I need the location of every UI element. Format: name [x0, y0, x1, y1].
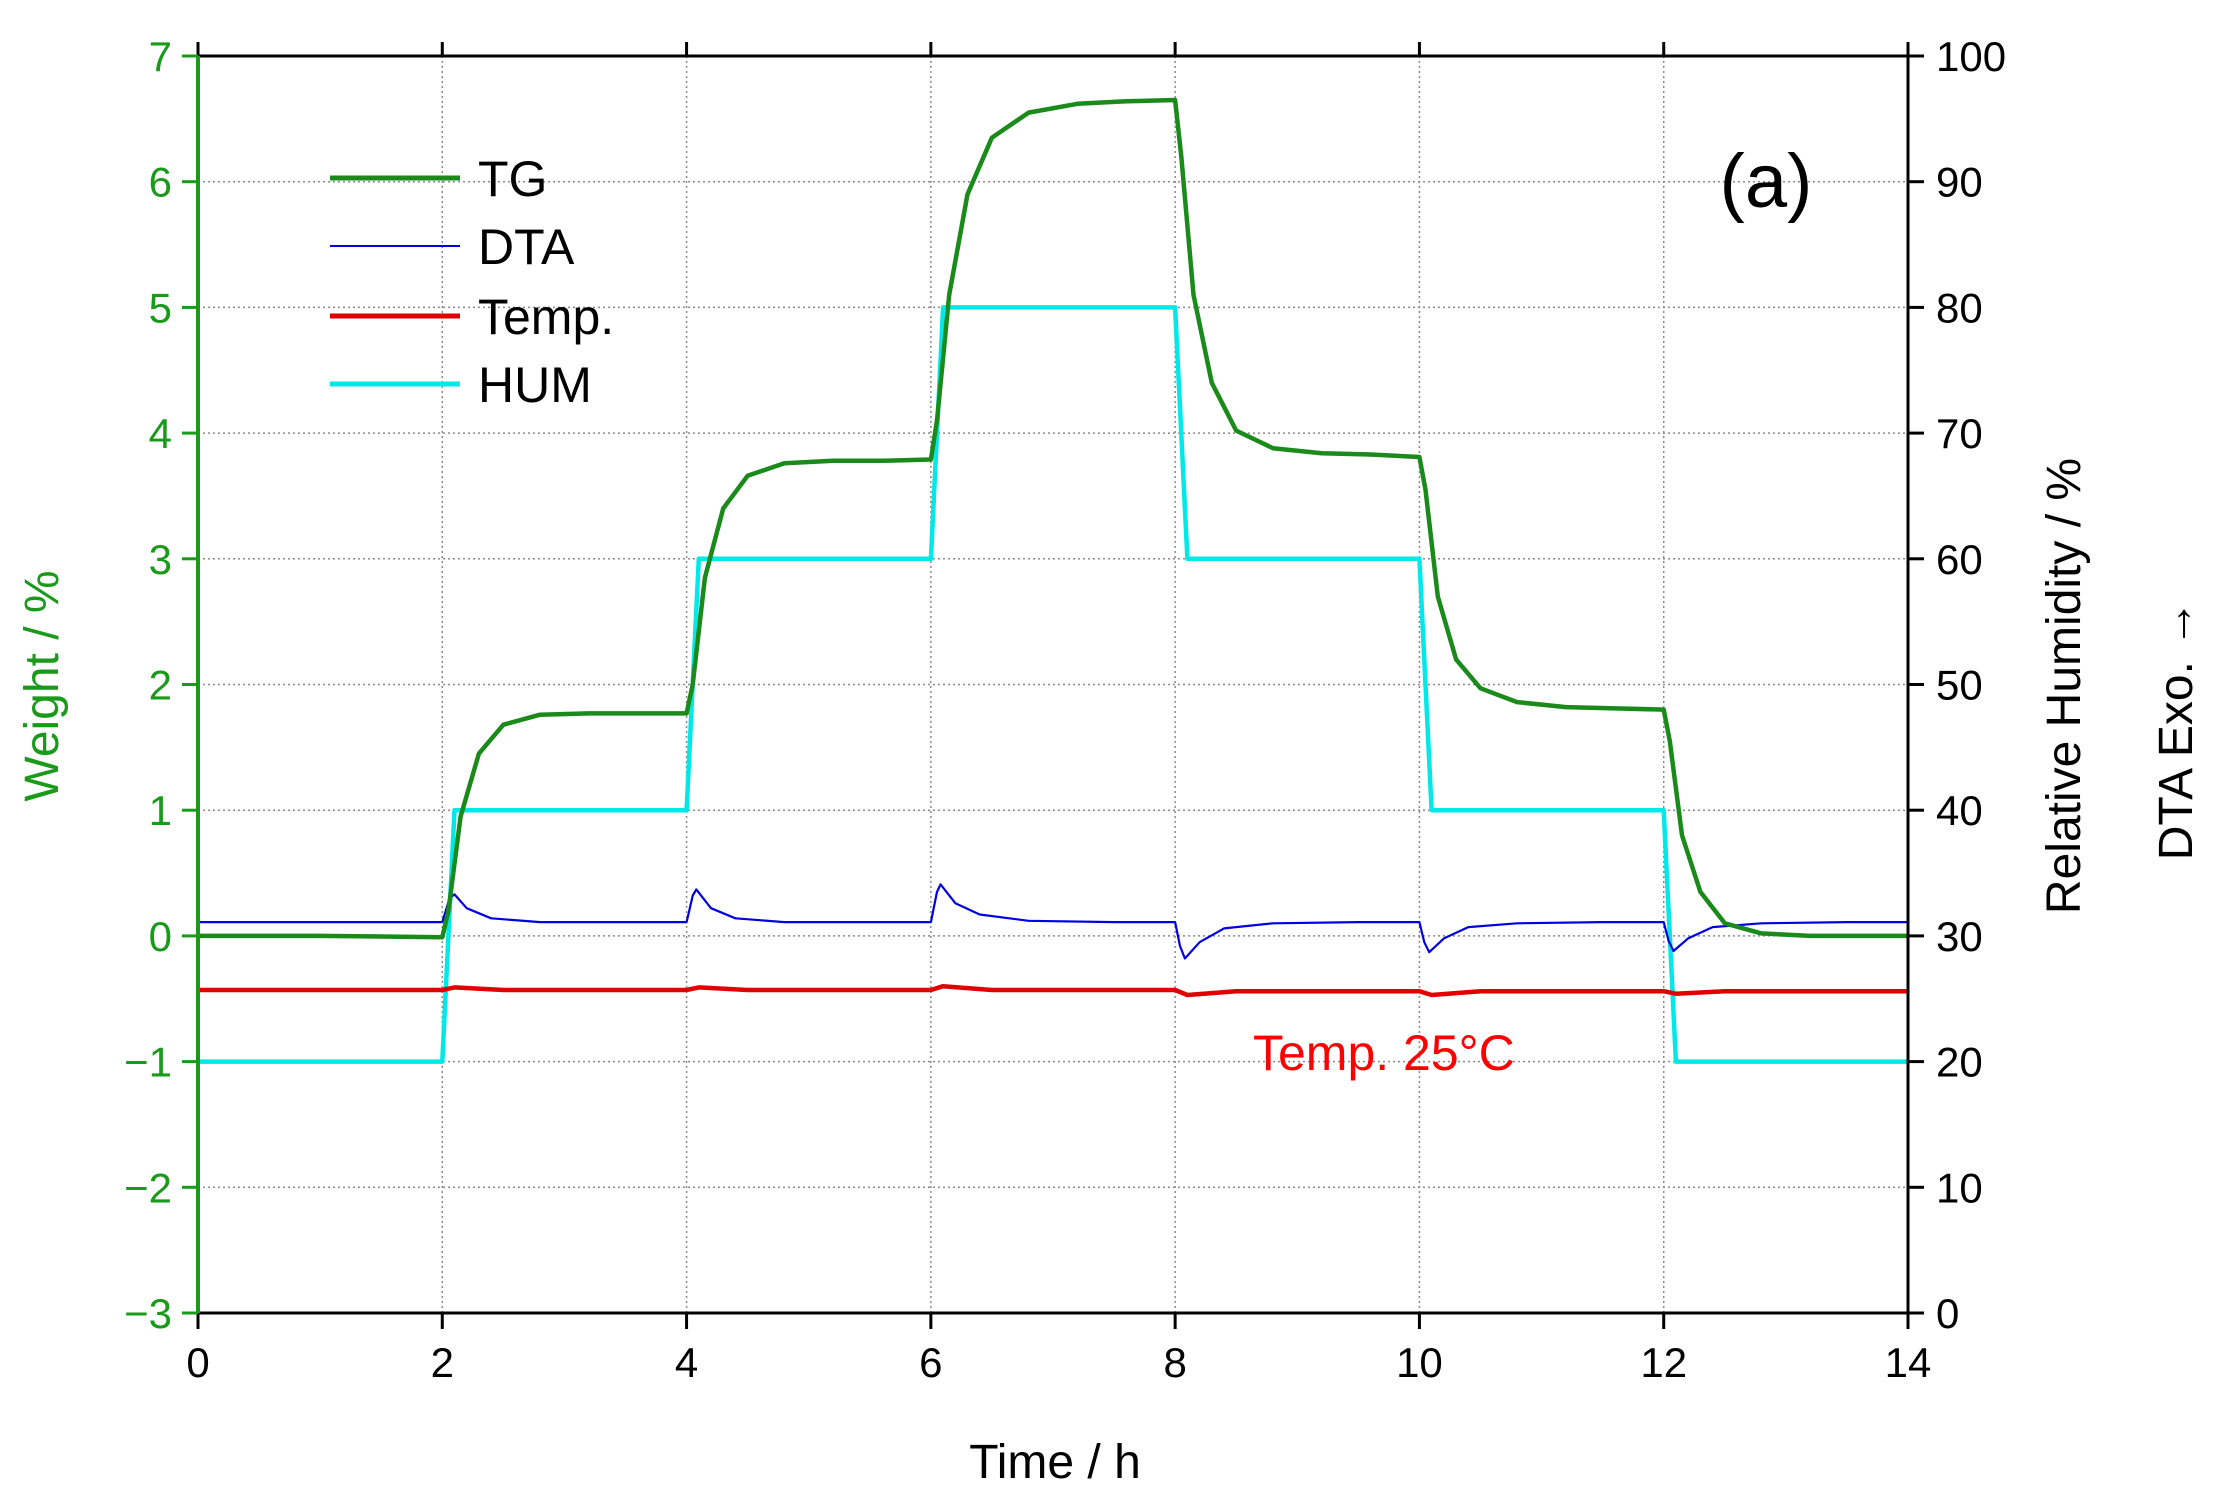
x-tick-label: 2 — [431, 1339, 454, 1386]
legend-label-dta: DTA — [478, 219, 575, 275]
legend: TG DTA Temp. HUM — [330, 151, 614, 413]
x-tick-label: 12 — [1640, 1339, 1687, 1386]
x-axis-label: Time / h — [969, 1436, 1141, 1489]
legend-label-tg: TG — [478, 151, 547, 207]
y-left-tick-label: 6 — [149, 159, 172, 206]
panel-label: (a) — [1720, 139, 1813, 224]
temp-annotation: Temp. 25°C — [1253, 1025, 1515, 1081]
y-left-tick-label: −1 — [124, 1039, 172, 1086]
y-left-tick-label: 4 — [149, 410, 172, 457]
y-left-tick-label: −3 — [124, 1290, 172, 1337]
series-line-dta — [198, 883, 1908, 960]
x-tick-label: 0 — [186, 1339, 209, 1386]
y-right-tick-label: 50 — [1936, 662, 1983, 709]
y-right-tick-label: 100 — [1936, 33, 2006, 80]
y-right-tick-label: 60 — [1936, 536, 1983, 583]
legend-label-temp: Temp. — [478, 289, 614, 345]
y-right-tick-label: 10 — [1936, 1164, 1983, 1211]
grid — [198, 56, 1908, 1313]
y-right-tick-label: 80 — [1936, 284, 1983, 331]
dta-axis-label: DTA Exo. → — [2150, 600, 2203, 861]
series-line-tg — [198, 97, 1908, 940]
series-line-temp — [198, 983, 1908, 998]
x-tick-label: 4 — [675, 1339, 698, 1386]
y-right-tick-label: 90 — [1936, 159, 1983, 206]
x-tick-label: 8 — [1163, 1339, 1186, 1386]
y-right-tick-label: 20 — [1936, 1039, 1983, 1086]
x-tick-label: 6 — [919, 1339, 942, 1386]
y-right-tick-label: 0 — [1936, 1290, 1959, 1337]
y-right-tick-label: 70 — [1936, 410, 1983, 457]
y-left-tick-label: 7 — [149, 33, 172, 80]
y-left-tick-label: 2 — [149, 662, 172, 709]
y-left-tick-label: −2 — [124, 1164, 172, 1211]
y-left-tick-label: 1 — [149, 787, 172, 834]
x-tick-label: 10 — [1396, 1339, 1443, 1386]
left-axis-label: Weight / % — [16, 570, 69, 801]
y-left-tick-label: 3 — [149, 536, 172, 583]
y-right-tick-label: 40 — [1936, 787, 1983, 834]
y-left-tick-label: 5 — [149, 284, 172, 331]
y-left-tick-label: 0 — [149, 913, 172, 960]
series-layer — [198, 97, 1908, 1064]
legend-label-hum: HUM — [478, 357, 592, 413]
x-tick-label: 14 — [1885, 1339, 1932, 1386]
y-right-tick-label: 30 — [1936, 913, 1983, 960]
series-line-hum — [198, 305, 1908, 1064]
ticks: 0 2 4 6 8 10 12 14−3−2−101234567010203040506070… — [124, 33, 2006, 1386]
right-axis-label: Relative Humidity / % — [2038, 458, 2091, 914]
